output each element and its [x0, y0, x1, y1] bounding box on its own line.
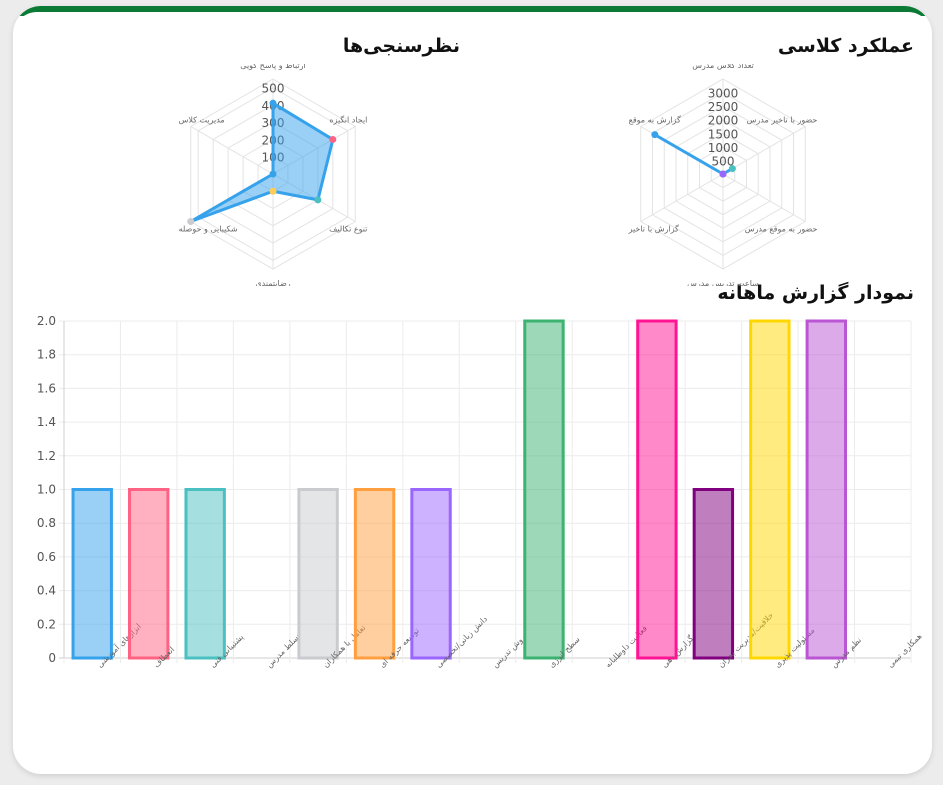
radar-spoke [722, 126, 806, 175]
radar-spoke [640, 173, 724, 222]
radar-axis-label: گزارش با تاخیر [628, 224, 679, 234]
radar-tick-label: 1000 [708, 141, 739, 155]
radar-data-point [269, 187, 277, 195]
bar [184, 488, 226, 660]
radar-data-point [314, 196, 322, 204]
y-tick-label: 0.6 [37, 550, 56, 564]
radar-axis-label: گزارش به موقع [629, 115, 681, 125]
monthly-report-title: نمودار گزارش ماهانه [717, 282, 914, 304]
y-tick-label: 0.8 [37, 516, 56, 530]
bar [71, 488, 113, 660]
radar-axis-label: حضور به موقع مدرس [745, 225, 818, 234]
radar-data-point [269, 99, 277, 107]
radar-spoke [722, 173, 806, 222]
radar-data-point [269, 170, 277, 178]
y-tick-label: 0.2 [37, 617, 56, 631]
bar [692, 488, 735, 660]
radar-tick-label: 1500 [708, 127, 739, 141]
radar-axis-label: ساعت تدریس مدرس [687, 279, 759, 286]
radar-axis-label: رضایتمندی [255, 279, 290, 286]
y-tick-label: 1.4 [37, 415, 56, 429]
radar-data-point [719, 170, 727, 178]
y-tick-label: 1.6 [37, 381, 56, 395]
radar-axis-label: ایجاد انگیزه [329, 115, 367, 125]
surveys-title: نظرسنجی‌ها [342, 35, 460, 57]
radar-data-point [651, 131, 659, 139]
y-tick-label: 1.8 [37, 348, 56, 362]
bar [353, 488, 396, 660]
bar [749, 319, 791, 660]
monthly-report-bar-chart: 00.20.40.60.81.01.21.41.61.82.0ابزارهای … [37, 314, 924, 670]
bar [128, 488, 170, 660]
bar [636, 319, 678, 660]
x-tick-label: تسلط مدرس [265, 632, 303, 670]
bar [523, 319, 565, 660]
radar-tick-label: 2000 [708, 114, 739, 128]
x-tick-label: همکاری تیمی [886, 632, 924, 670]
radar-data-point [728, 165, 736, 173]
radar-tick-label: 500 [262, 82, 285, 96]
radar-tick-label: 500 [712, 154, 735, 168]
radar-axis-label: تعداد کلاس مدرس [692, 64, 754, 70]
radar-data-point [187, 218, 195, 225]
radar-spoke [190, 126, 274, 175]
dashboard-card: عملکرد کلاسی نظرسنجی‌ها نمودار گزارش ماه… [13, 6, 932, 774]
radar-axis-label: شکیبایی و حوصله [179, 225, 238, 234]
card-accent-bar [13, 6, 932, 16]
class-performance-title: عملکرد کلاسی [777, 35, 914, 57]
y-tick-label: 1.0 [37, 483, 56, 497]
radar-axis-label: ارتباط و پاسخ گویی [240, 64, 305, 70]
y-tick-label: 0 [48, 651, 56, 665]
y-tick-label: 0.4 [37, 584, 56, 598]
radar-axis-label: حضور با تاخیر مدرس [747, 116, 818, 125]
radar-data-point [329, 135, 337, 143]
radar-axis-label: مدیریت کلاس [179, 116, 225, 125]
y-tick-label: 1.2 [37, 449, 56, 463]
bar [410, 488, 452, 660]
radar-tick-label: 2500 [708, 100, 739, 114]
radar-axis-label: تنوع تکالیف [329, 225, 367, 234]
x-tick-label: روش تدریس [491, 633, 528, 670]
bar [805, 319, 847, 660]
radar-tick-label: 3000 [708, 87, 739, 101]
y-tick-label: 2.0 [37, 314, 56, 328]
bar [297, 488, 339, 660]
